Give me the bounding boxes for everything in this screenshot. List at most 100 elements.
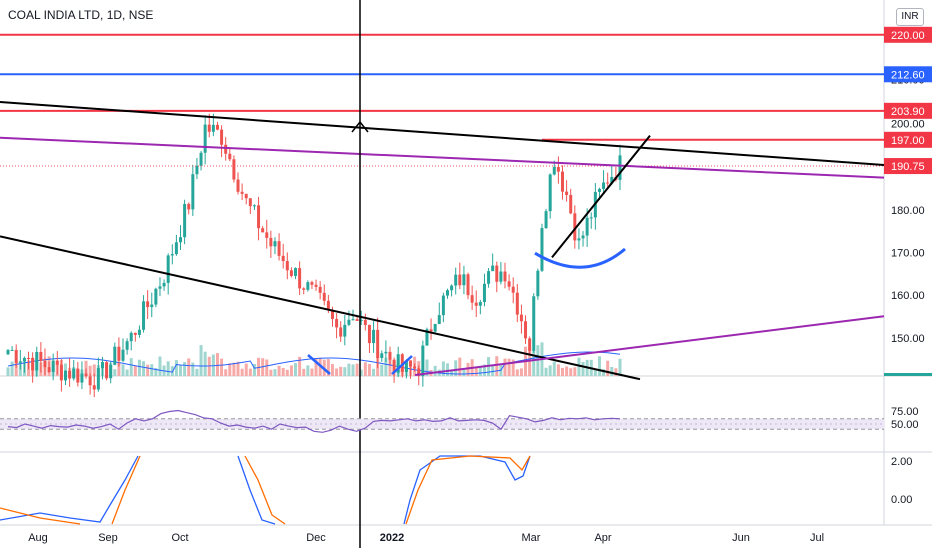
time-tick-label: 2022 [380,532,404,544]
price-label-text: 190.75 [891,161,925,173]
volume-bar [125,369,129,376]
candle-body [51,360,55,373]
volume-bar [581,361,585,376]
candle-body [109,364,113,379]
candle-body [536,270,540,297]
volume-bar [244,363,248,376]
candle-body [429,329,433,332]
candle-body [6,350,10,355]
candle-body [170,254,174,256]
time-tick-label: Apr [594,532,611,544]
volume-bar [343,367,347,376]
candle-body [162,282,166,287]
candle-body [458,274,462,286]
candle-body [515,292,519,315]
volume-bar [335,368,339,376]
volume-tag [884,373,932,376]
candle-body [273,241,277,247]
volume-bar [507,358,511,376]
volume-bar [269,369,273,376]
candle-body [277,241,281,256]
candle-body [10,349,14,351]
candle-body [552,167,556,175]
candle-body [154,288,158,305]
volume-bar [191,362,195,376]
trend-drawings [0,0,885,548]
volume-bar [495,356,499,376]
candle-body [220,129,224,145]
candle-body [146,301,150,308]
volume-bar [384,357,388,376]
candle-body [495,265,499,282]
candle-body [302,288,306,290]
candle-body [409,360,413,367]
volume-bar [195,368,199,376]
volume-bar [614,368,618,376]
time-tick-label: Mar [522,532,541,544]
price-label-box [884,131,932,148]
cup-arc [534,247,626,269]
volume-bar [573,367,577,376]
candle-body [351,319,355,321]
candle-body [462,274,466,286]
candle-body [39,352,43,361]
upper-trendline [0,101,885,166]
candle-body [343,324,347,337]
price-label-box [884,102,932,119]
volume-bar [380,364,384,376]
candle-body [359,319,363,321]
candle-body [322,292,326,301]
volume-bar [474,366,478,376]
purple-channel-line [0,136,885,179]
candle-body [450,285,454,291]
volume-bar [528,348,532,376]
time-tick-label: Jun [732,532,750,544]
candle-body [269,237,273,247]
candle-body [339,327,343,337]
candle-body [602,182,606,189]
currency-badge[interactable]: INR [896,8,924,26]
candle-body [129,332,133,342]
candle-body [64,370,68,381]
candle-body [519,314,523,322]
candle-body [18,361,22,363]
candle-body [581,235,585,239]
candle-body [618,155,622,180]
price-tick-label: 200.00 [891,118,925,130]
double-bottom-marks [307,354,413,375]
candle-body [257,205,261,229]
volume-bar [166,361,170,376]
candle-body [298,268,302,289]
candle-body [125,341,129,350]
volume-bar [187,358,191,376]
volume-bar [257,357,261,376]
volume-bar [64,363,68,376]
candle-body [281,255,285,262]
volume-bar [113,369,117,376]
candle-body [388,351,392,360]
candle-body [335,318,339,328]
candle-body [31,358,35,371]
rsi-tick-label: 50.00 [891,419,919,431]
candle-body [215,124,219,130]
candle-body [43,360,47,368]
candle-body [22,357,26,362]
candle-body [454,274,458,286]
candle-body [404,360,408,372]
volume-bar [610,367,614,376]
volume-bar [569,368,573,376]
volume-bar [372,368,376,376]
volume-bar [228,363,232,376]
volume-bar [445,363,449,376]
candle-body [137,329,141,335]
volume-bar [158,356,162,376]
time-tick-label: Jul [810,532,824,544]
volume-bar [454,360,458,376]
symbol-title: COAL INDIA LTD, 1D, NSE [8,8,154,22]
price-label-text: 203.90 [891,106,925,118]
time-tick-label: Sep [98,532,118,544]
candle-body [105,362,109,379]
volume-bar [289,365,293,376]
